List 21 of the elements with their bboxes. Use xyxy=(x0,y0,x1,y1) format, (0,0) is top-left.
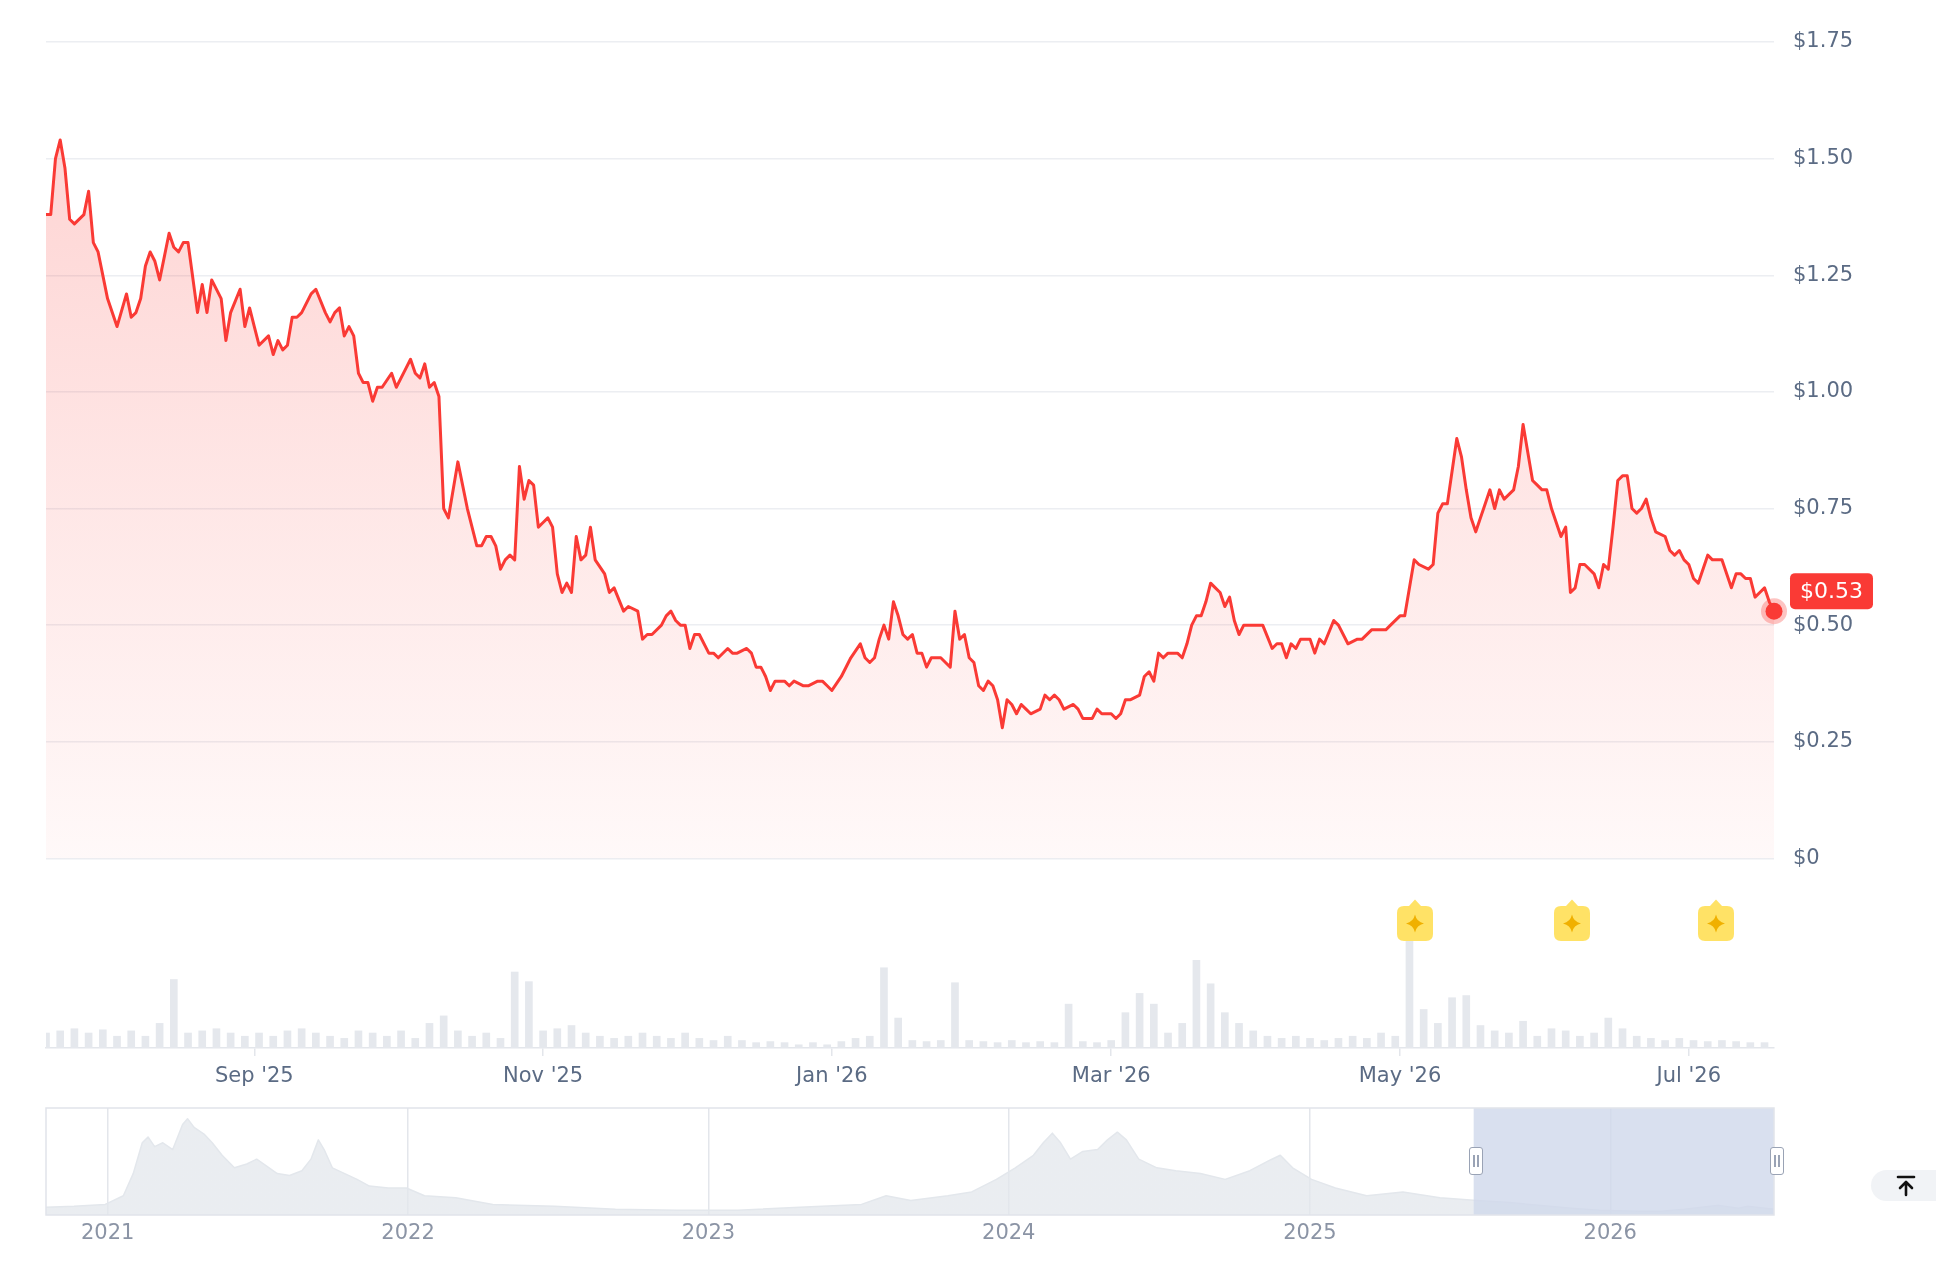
x-tick-label: Mar '26 xyxy=(1071,1063,1151,1088)
y-tick-label: $0.75 xyxy=(1793,494,1854,519)
y-tick-label: $0.25 xyxy=(1793,728,1854,753)
x-tick-label: 2021 xyxy=(80,1220,135,1245)
x-tick-label: May '26 xyxy=(1358,1063,1442,1088)
y-tick-label: $1.50 xyxy=(1793,145,1854,170)
annotation: $0.53 xyxy=(1800,577,1863,603)
x-tick-label: 2025 xyxy=(1283,1220,1337,1245)
y-tick-label: $0.50 xyxy=(1793,611,1854,636)
y-tick-label: $1.00 xyxy=(1793,378,1854,403)
x-tick-label: Nov '25 xyxy=(503,1063,584,1088)
x-tick-label: 2024 xyxy=(982,1220,1036,1245)
y-tick-label: $0 xyxy=(1793,844,1820,869)
x-tick-label: Jul '26 xyxy=(1654,1063,1722,1088)
x-tick-label: Jan '26 xyxy=(794,1063,868,1088)
x-tick-label: 2026 xyxy=(1583,1220,1637,1245)
x-tick-label: 2022 xyxy=(381,1220,435,1245)
x-tick-label: Sep '25 xyxy=(214,1063,294,1088)
x-tick-label: 2023 xyxy=(681,1220,736,1245)
y-tick-label: $1.75 xyxy=(1793,28,1854,53)
y-tick-label: $1.25 xyxy=(1793,261,1854,286)
